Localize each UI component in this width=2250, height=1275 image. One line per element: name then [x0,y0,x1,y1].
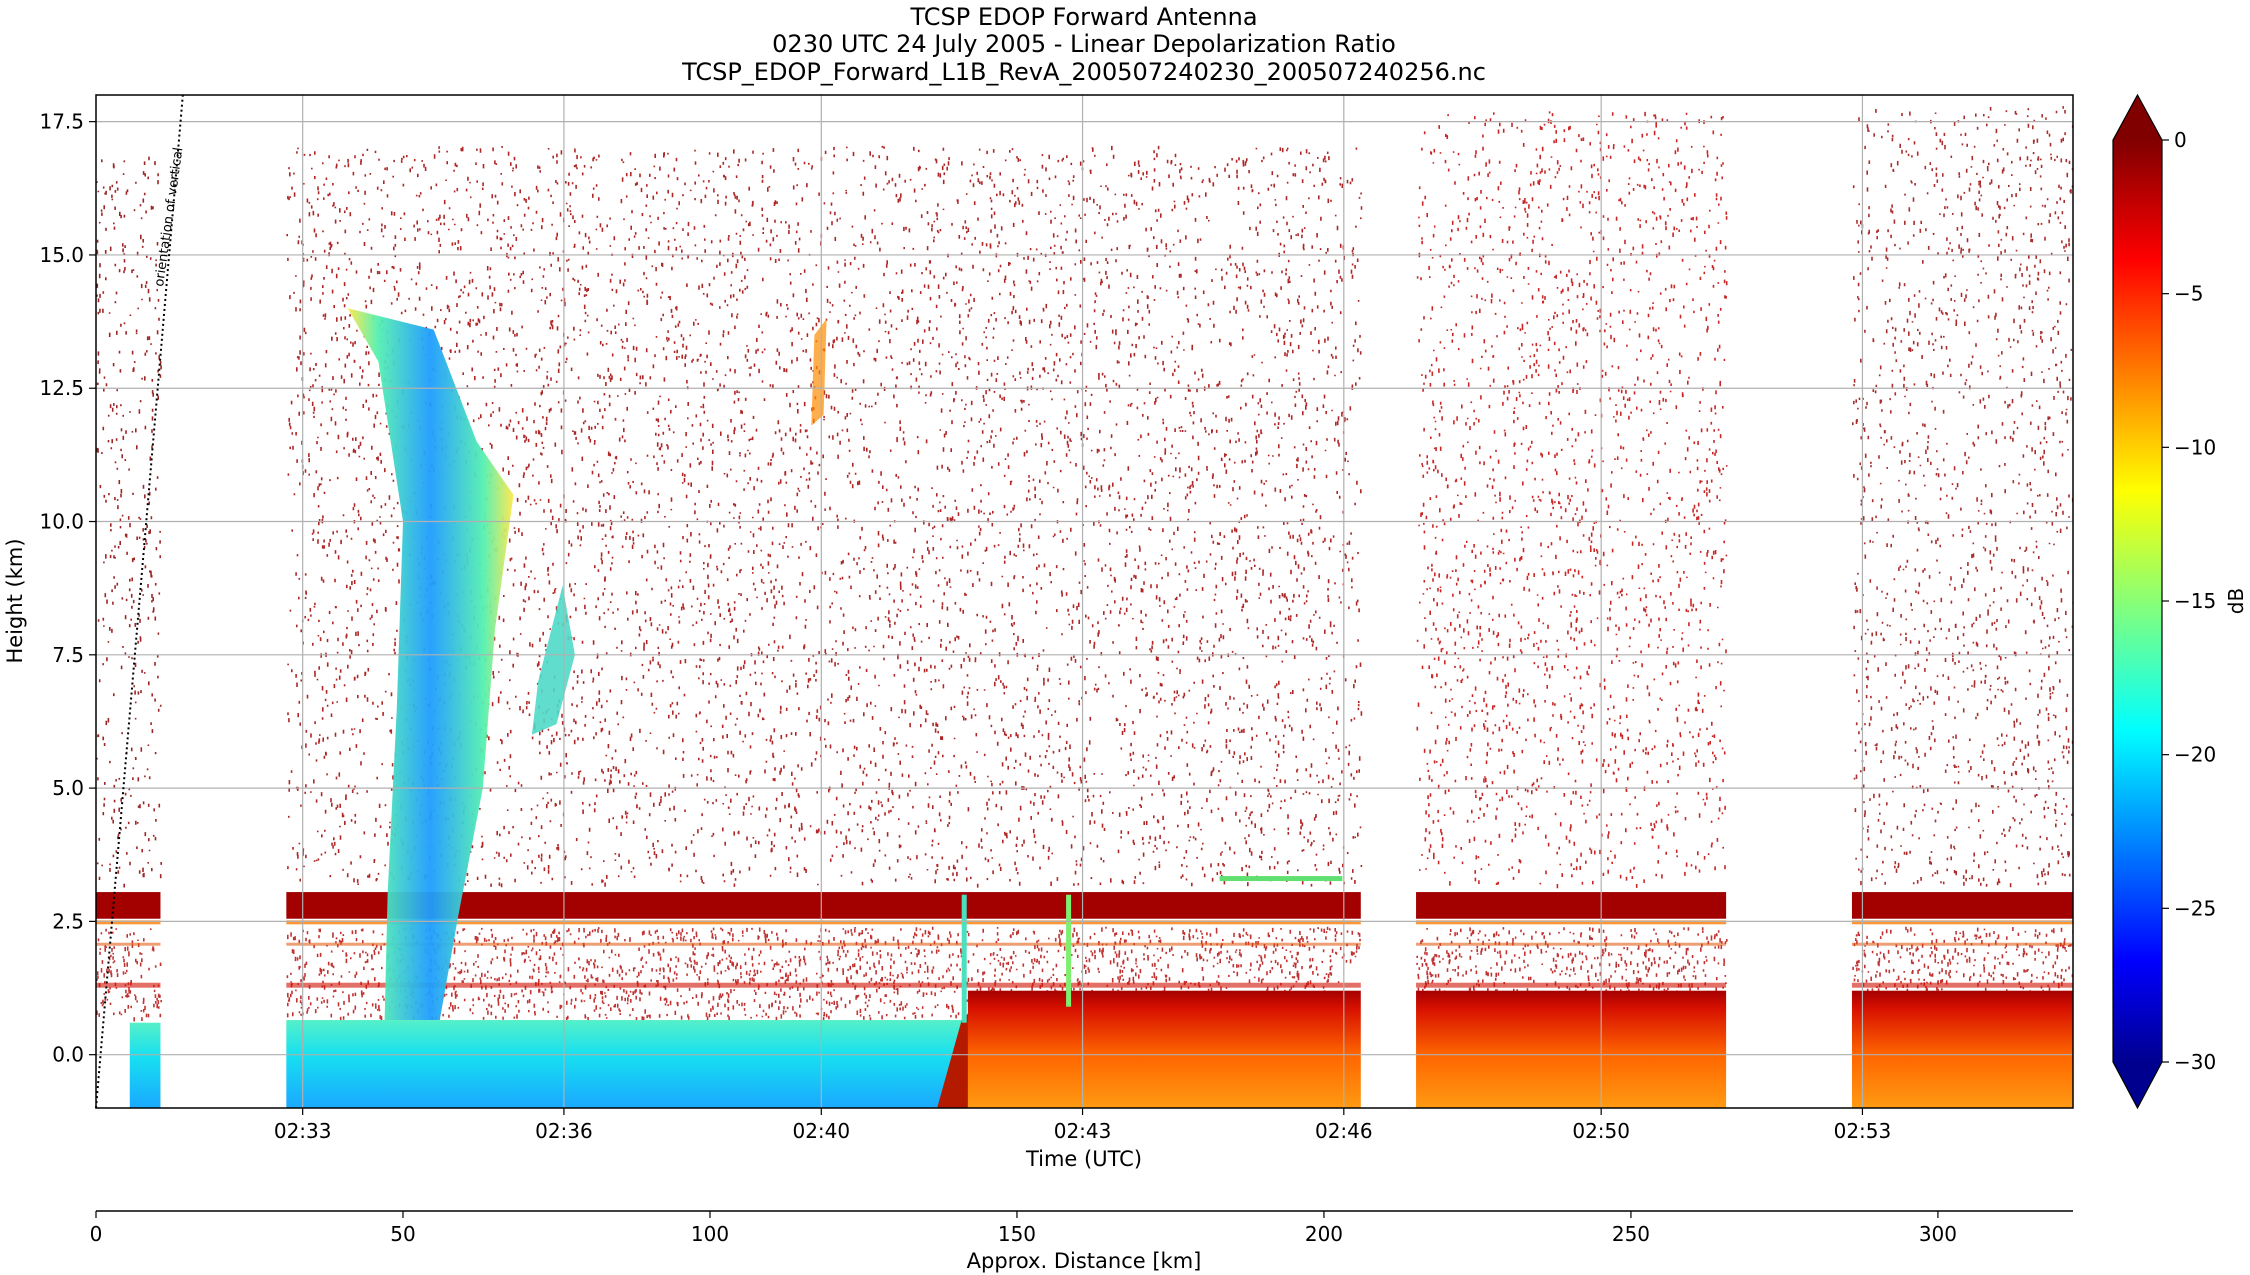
colorbar-tick-label: −5 [2174,282,2203,306]
speckle-noise [286,145,1363,888]
y-tick-label: 17.5 [39,110,84,134]
surface-echo-left [129,1022,161,1108]
data-segment-1 [96,156,162,1022]
y-axis: 0.0 2.5 5.0 7.5 10.0 12.5 15.0 17.5 [39,110,96,1067]
y-tick-label: 10.0 [39,510,84,534]
lower-noise [96,928,162,1022]
distance-axis: 0 50 100 150 200 250 300 [90,1210,2073,1246]
y-tick-label: 5.0 [52,776,84,800]
chart-title-line-1: TCSP EDOP Forward Antenna [909,3,1257,31]
chart-title-line-3: TCSP_EDOP_Forward_L1B_RevA_200507240230_… [681,58,1486,86]
x-tick-label: 02:50 [1572,1119,1630,1143]
melting-layer-edge [96,920,161,925]
data-segment-4 [1851,106,2073,1021]
x-tick-label: 02:46 [1315,1119,1373,1143]
melting-layer-edge [1416,920,1727,925]
thin-layer [1219,876,1343,882]
y-tick-label: 12.5 [39,376,84,400]
colorbar-gradient [2113,140,2162,1062]
distance-tick-label: 200 [1305,1222,1343,1246]
x-tick-label: 02:40 [792,1119,850,1143]
chart-title-line-2: 0230 UTC 24 July 2005 - Linear Depolariz… [772,30,1396,58]
melting-layer-band [96,892,161,919]
colorbar-tick-label: −10 [2174,435,2216,459]
distance-tick-label: 100 [691,1222,729,1246]
distance-tick-label: 0 [90,1222,103,1246]
distance-tick-label: 150 [998,1222,1036,1246]
x-axis-label: Time (UTC) [1025,1147,1142,1171]
colorbar-tick-label: −20 [2174,743,2216,767]
layer-stripe [1416,982,1727,988]
layer-stripe [96,982,161,988]
x-tick-label: 02:33 [274,1119,332,1143]
layer-stripe [1851,982,2073,988]
distance-axis-label: Approx. Distance [km] [967,1249,1202,1273]
colorbar-tick-label: 0 [2174,128,2187,152]
melting-layer-band [1851,892,2073,919]
y-tick-label: 2.5 [52,909,84,933]
surface-echo-red-1 [967,990,1361,1108]
x-tick-label: 02:53 [1834,1119,1892,1143]
surface-echo-cyan [286,1020,962,1108]
layer-stripe [286,942,1361,946]
layer-stripe [286,982,1361,988]
melting-layer-band [1416,892,1727,919]
distance-tick-label: 300 [1919,1222,1957,1246]
colorbar-tick-label: −30 [2174,1050,2216,1074]
ice-column [347,308,514,1020]
data-segment-2 [286,145,1363,1022]
melting-layer-edge [1851,920,2073,925]
x-tick-label: 02:36 [535,1119,593,1143]
lower-noise [1416,927,1728,1021]
x-axis: 02:33 02:36 02:40 02:43 02:46 02:50 02:53 [274,1108,1891,1143]
vertical-streak [961,894,967,1023]
data-segment-3 [1416,111,1728,1021]
colorbar-label: dB [2224,588,2248,614]
colorbar-extend-min [2113,1062,2162,1108]
layer-stripe [96,942,161,946]
layer-stripe [1851,942,2073,946]
surface-echo-red-3 [1851,990,2073,1108]
lower-noise [1852,926,2073,1021]
colorbar-tick-label: −25 [2174,896,2216,920]
colorbar-extend-max [2113,95,2162,140]
distance-tick-label: 250 [1612,1222,1650,1246]
melting-layer-edge [286,920,1361,925]
colorbar: 0 −5 −10 −15 −20 −25 −30 [2112,93,2216,1110]
layer-stripe [1416,942,1727,946]
vertical-streak [1066,894,1072,1007]
speckle-noise [1416,111,1728,889]
distance-tick-label: 50 [390,1222,415,1246]
plot-frame [95,94,2074,1109]
x-tick-label: 02:43 [1054,1119,1112,1143]
y-tick-label: 0.0 [52,1043,84,1067]
speckle-noise [96,156,162,888]
y-axis-label: Height (km) [3,538,27,663]
melting-layer-band [286,892,1361,919]
y-tick-label: 7.5 [52,643,84,667]
upper-feature [811,318,827,426]
colorbar-tick-label: −15 [2174,589,2216,613]
y-tick-label: 15.0 [39,243,84,267]
grid-lines [96,95,2073,1108]
surface-echo-red-2 [1416,990,1727,1108]
